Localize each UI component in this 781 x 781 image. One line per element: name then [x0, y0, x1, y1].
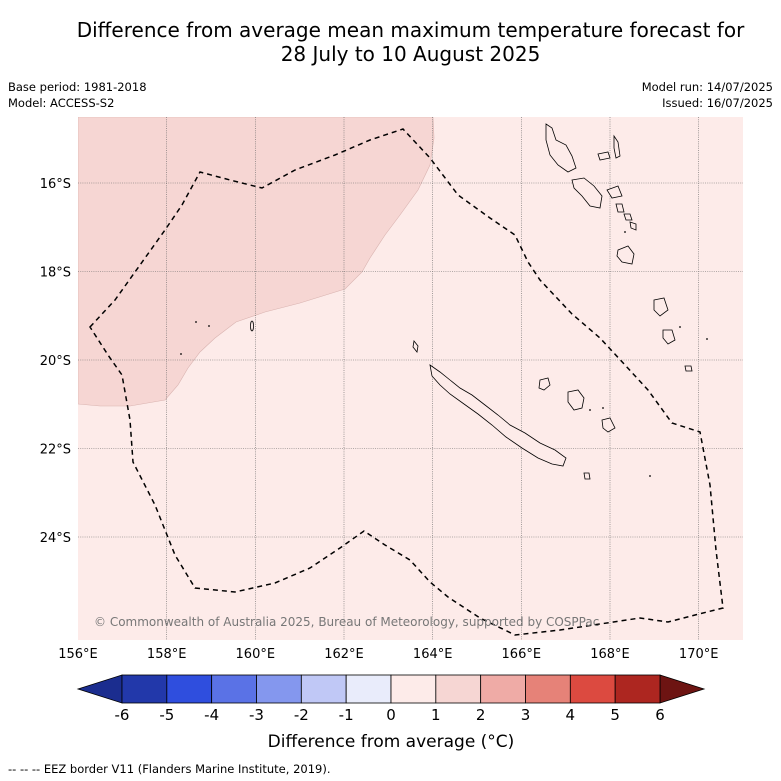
colorbar-tick-label: 0	[386, 706, 396, 724]
colorbar-tick-label: -6	[115, 706, 130, 724]
model-label: Model: ACCESS-S2	[8, 96, 115, 110]
title-line-1: Difference from average mean maximum tem…	[76, 18, 745, 42]
colorbar-min-extension	[76, 674, 123, 704]
colorbar-cell	[300, 674, 347, 704]
lat-axis: 16°S 18°S 20°S 22°S 24°S	[40, 177, 71, 546]
colorbar-label: Difference from average (°C)	[267, 732, 515, 752]
colorbar-cell	[345, 674, 392, 704]
lon-label: 162°E	[324, 647, 364, 662]
copyright-notice: © Commonwealth of Australia 2025, Bureau…	[94, 615, 599, 629]
colorbar-tick-label: 4	[566, 706, 576, 724]
colorbar-cell	[166, 674, 213, 704]
colorbar-cell	[211, 674, 257, 704]
lat-label: 18°S	[40, 266, 71, 281]
lon-label: 156°E	[58, 647, 98, 662]
colorbar-cell	[256, 674, 302, 704]
lon-label: 166°E	[502, 647, 542, 662]
lon-label: 170°E	[679, 647, 719, 662]
meta-right: Model run: 14/07/2025 Issued: 16/07/2025	[642, 79, 773, 111]
colorbar-tick-label: 5	[610, 706, 620, 724]
issued-label: Issued: 16/07/2025	[662, 96, 773, 110]
colorbar-tick-label: 2	[476, 706, 486, 724]
colorbar-tick-label: -5	[159, 706, 174, 724]
vanuatu	[545, 123, 693, 372]
small-islets	[180, 231, 708, 477]
colorbar: -6 -5 -4 -3 -2 -1 0 1 2 3 4 5 6	[76, 674, 706, 724]
new-caledonia	[412, 340, 616, 480]
meta-left: Base period: 1981-2018 Model: ACCESS-S2	[8, 79, 147, 111]
lat-label: 24°S	[40, 531, 71, 546]
colorbar-max-extension	[659, 674, 706, 704]
colorbar-cell	[435, 674, 482, 704]
lat-label: 20°S	[40, 354, 71, 369]
graticule	[78, 117, 743, 640]
base-period-label: Base period: 1981-2018	[8, 80, 147, 94]
colorbar-cell	[390, 674, 437, 704]
model-run-label: Model run: 14/07/2025	[641, 80, 773, 94]
colorbar-tick-label: -4	[204, 706, 219, 724]
lon-axis: 156°E 158°E 160°E 162°E 164°E 166°E 168°…	[58, 647, 718, 662]
colorbar-tick-label: 1	[431, 706, 441, 724]
lat-label: 16°S	[40, 177, 71, 192]
colorbar-tick-label: -2	[294, 706, 309, 724]
colorbar-tick-label: -1	[339, 706, 354, 724]
anomaly-field-1-2	[78, 117, 435, 407]
eez-border	[89, 128, 724, 636]
colorbar-tick-label: -3	[249, 706, 264, 724]
colorbar-cell	[525, 674, 571, 704]
lon-label: 160°E	[236, 647, 276, 662]
lat-label: 22°S	[40, 443, 71, 458]
colorbar-cell	[121, 674, 168, 704]
title-line-2: 28 July to 10 August 2025	[280, 42, 541, 66]
colorbar-tick-label: 3	[521, 706, 531, 724]
lon-label: 164°E	[413, 647, 453, 662]
colorbar-cell	[569, 674, 616, 704]
colorbar-tick-label: 6	[655, 706, 665, 724]
lon-label: 168°E	[590, 647, 630, 662]
lon-label: 158°E	[147, 647, 187, 662]
colorbar-cell	[614, 674, 661, 704]
eez-legend-note: -- -- -- EEZ border V11 (Flanders Marine…	[8, 762, 331, 776]
colorbar-cell	[480, 674, 526, 704]
chart-title: Difference from average mean maximum tem…	[0, 18, 781, 66]
